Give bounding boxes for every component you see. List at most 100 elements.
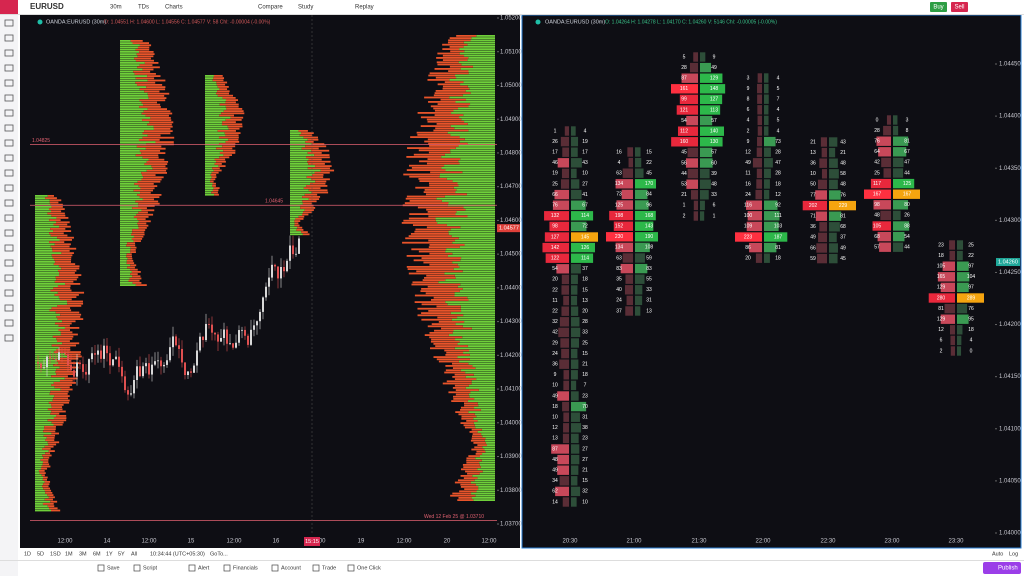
tool-icon[interactable] [4, 169, 14, 177]
ask-volume: 44 [904, 245, 910, 251]
price-tick-label: 1.04100 [999, 426, 1021, 432]
tool-icon[interactable] [4, 154, 14, 162]
profile-bar [35, 197, 46, 199]
footer-icon[interactable] [133, 564, 141, 572]
bid-volume: 10 [810, 171, 816, 177]
ask-volume: 167 [903, 192, 912, 198]
profile-bar [471, 37, 495, 39]
profile-bar [35, 311, 56, 314]
profile-bar [471, 497, 495, 499]
profile-bar [53, 223, 68, 226]
tool-icon[interactable] [4, 274, 14, 282]
toolbar-interval[interactable]: 30m [110, 5, 122, 11]
range-button[interactable]: 1SD [50, 551, 61, 557]
range-button[interactable]: 1D [24, 551, 31, 557]
bid-volume: 37 [616, 308, 622, 314]
footer-icon[interactable] [97, 564, 105, 572]
bid-cell [757, 83, 762, 94]
profile-bar [120, 238, 132, 240]
footer-button[interactable]: Script [143, 565, 158, 571]
auto-toggle[interactable]: Auto [992, 551, 1003, 557]
profile-bar [60, 313, 82, 316]
profile-bar [59, 272, 75, 274]
tool-icon[interactable] [4, 214, 14, 222]
profile-bar [35, 412, 51, 415]
tool-icon[interactable] [4, 244, 14, 252]
profile-bar [139, 51, 154, 53]
footer-icon[interactable] [312, 564, 320, 572]
tool-icon[interactable] [4, 79, 14, 87]
tool-icon[interactable] [4, 49, 14, 57]
profile-bar [458, 145, 495, 147]
toolbar-tds[interactable]: TDs [138, 5, 149, 11]
tool-icon[interactable] [4, 19, 14, 27]
range-button[interactable]: 5D [37, 551, 44, 557]
tool-icon[interactable] [4, 319, 14, 327]
ask-volume: 20 [582, 309, 588, 315]
tool-icon[interactable] [4, 139, 14, 147]
toolbar-replay[interactable]: Replay [355, 5, 374, 11]
toolbar-charts[interactable]: Charts [165, 5, 183, 11]
ask-cell [829, 169, 839, 179]
footer-button[interactable]: Alert [198, 565, 210, 571]
profile-bar [467, 142, 495, 145]
profile-bar [35, 258, 55, 261]
footer-button[interactable]: Trade [322, 565, 336, 571]
sell-button[interactable] [951, 2, 968, 12]
log-toggle[interactable]: Log [1009, 551, 1018, 557]
tool-icon[interactable] [4, 289, 14, 297]
tool-icon[interactable] [4, 304, 14, 312]
toolbar-study[interactable]: Study [298, 5, 313, 11]
sell-label[interactable]: Sell [954, 5, 964, 11]
profile-bar [213, 169, 222, 172]
range-button[interactable]: All [131, 551, 137, 557]
tool-icon[interactable] [4, 259, 14, 267]
range-button[interactable]: 1M [65, 551, 73, 557]
profile-bar [434, 329, 454, 332]
footer-button[interactable]: Account [281, 565, 301, 571]
toolbar-symbol[interactable]: EURUSD [30, 2, 64, 11]
ask-volume: 48 [711, 182, 717, 188]
profile-bar [35, 390, 51, 393]
logo[interactable] [0, 0, 18, 14]
tool-icon[interactable] [4, 229, 14, 237]
profile-bar [205, 147, 217, 150]
profile-bar [412, 224, 447, 226]
footer-icon[interactable] [223, 564, 231, 572]
tool-icon[interactable] [4, 334, 14, 342]
profile-bar [437, 63, 462, 66]
profile-bar [464, 50, 495, 53]
ask-volume: 38 [582, 425, 588, 431]
goto[interactable]: GoTo... [210, 551, 228, 557]
buy-button[interactable] [930, 2, 947, 12]
profile-bar [205, 134, 226, 137]
toolbar-compare[interactable]: Compare [258, 5, 283, 11]
footer-icon[interactable] [271, 564, 279, 572]
tool-icon[interactable] [4, 199, 14, 207]
left-toolbar [0, 0, 18, 576]
tool-icon[interactable] [4, 64, 14, 72]
footer-icon[interactable] [188, 564, 196, 572]
profile-bar [35, 441, 48, 444]
profile-bar [147, 95, 165, 97]
range-button[interactable]: 5Y [118, 551, 125, 557]
buy-label[interactable]: Buy [933, 5, 943, 11]
publish-label[interactable]: Publish [998, 566, 1018, 572]
tool-icon[interactable] [4, 184, 14, 192]
profile-bar [461, 417, 474, 420]
range-button[interactable]: 3M [79, 551, 87, 557]
range-button[interactable]: 1Y [106, 551, 113, 557]
tool-icon[interactable] [4, 34, 14, 42]
tool-icon[interactable] [4, 94, 14, 102]
publish-button[interactable] [983, 562, 1021, 574]
tool-icon[interactable] [4, 109, 14, 117]
range-button[interactable]: 6M [93, 551, 101, 557]
ask-volume: 19 [582, 139, 588, 145]
footer-button[interactable]: Financials [233, 565, 258, 571]
footer-icon[interactable] [347, 564, 355, 572]
footer-button[interactable]: Save [107, 565, 120, 571]
bid-cell [562, 147, 569, 157]
tool-icon[interactable] [4, 124, 14, 132]
profile-bar [57, 236, 74, 239]
footer-button[interactable]: One Click [357, 565, 381, 571]
